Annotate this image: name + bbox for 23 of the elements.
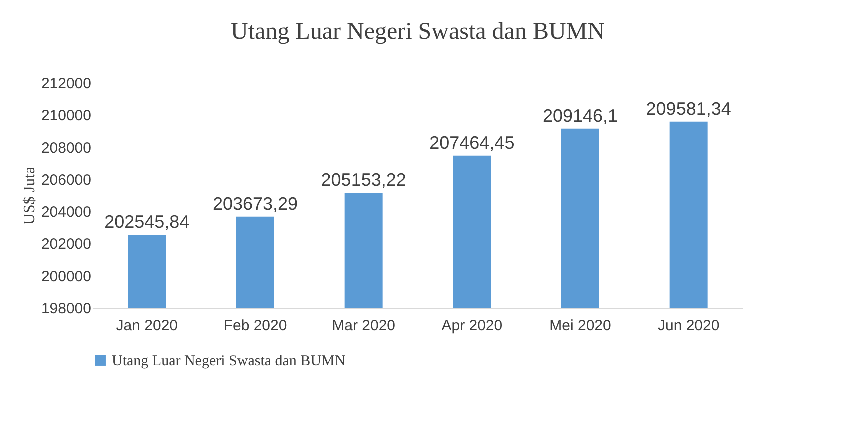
chart-title: Utang Luar Negeri Swasta dan BUMN [231, 19, 605, 45]
x-tick-label: Feb 2020 [224, 318, 288, 334]
x-tick-label: Apr 2020 [442, 318, 503, 334]
x-tick-label: Jun 2020 [658, 318, 720, 334]
x-tick-label: Mar 2020 [332, 318, 396, 334]
data-label: 209581,34 [646, 98, 732, 119]
y-tick-label: 202000 [41, 236, 92, 254]
y-tick-label: 198000 [41, 300, 92, 318]
x-tick-label: Jan 2020 [116, 318, 178, 334]
y-tick-label: 200000 [41, 268, 92, 286]
y-tick-label: 208000 [41, 140, 92, 157]
legend-label: Utang Luar Negeri Swasta dan BUMN [112, 354, 346, 370]
data-label: 209146,1 [542, 106, 618, 126]
y-tick-label: 212000 [41, 76, 92, 92]
y-tick-label: 210000 [41, 108, 92, 125]
data-label: 207464,45 [430, 132, 515, 153]
y-tick-label: 204000 [41, 204, 92, 222]
y-tick-label: 206000 [41, 172, 92, 189]
y-axis-title: US$ Juta [21, 166, 38, 226]
data-label: 202545,84 [104, 212, 190, 232]
x-tick-label: Mei 2020 [550, 318, 612, 334]
data-label: 203673,29 [212, 194, 298, 214]
data-label: 205153,22 [321, 170, 406, 190]
